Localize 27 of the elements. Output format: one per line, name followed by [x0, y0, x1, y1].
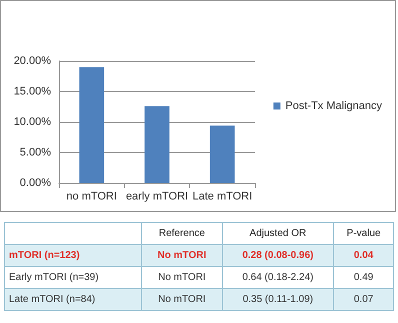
y-tick-label: 20.00% — [14, 55, 52, 67]
bar — [79, 67, 104, 183]
bar — [144, 106, 170, 183]
text: 0.04 — [354, 250, 374, 261]
text: 0.49 — [354, 272, 374, 283]
category-label: P-value — [334, 222, 394, 244]
bar — [210, 126, 235, 183]
x-tick-label: no mTORI — [66, 190, 117, 202]
category-label: Late mTORI (n=84) — [9, 294, 96, 305]
legend-label: Post-Tx Malignancy — [285, 100, 382, 112]
y-tick-label: 5.00% — [20, 146, 52, 158]
text: 0.07 — [354, 294, 374, 305]
x-tick-label: Late mTORI — [192, 190, 252, 202]
category-label: Early mTORI (n=39) — [9, 272, 99, 283]
x-tick-label: early mTORI — [126, 190, 188, 202]
y-tick-label: 0.00% — [20, 177, 52, 189]
category-label: Adjusted OR — [222, 222, 334, 244]
text: 0.64 (0.18-2.24) — [242, 272, 314, 283]
category-label: Reference — [142, 222, 222, 244]
text: 0.28 (0.08-0.96) — [242, 250, 314, 261]
y-tick-label: 15.00% — [14, 86, 52, 98]
text: No mTORI — [158, 250, 206, 261]
text: No mTORI — [158, 272, 206, 283]
y-tick-label: 10.00% — [14, 116, 52, 128]
text: 0.35 (0.11-1.09) — [242, 294, 314, 305]
text: No mTORI — [158, 294, 206, 305]
category-label: mTORI (n=123) — [9, 250, 80, 261]
